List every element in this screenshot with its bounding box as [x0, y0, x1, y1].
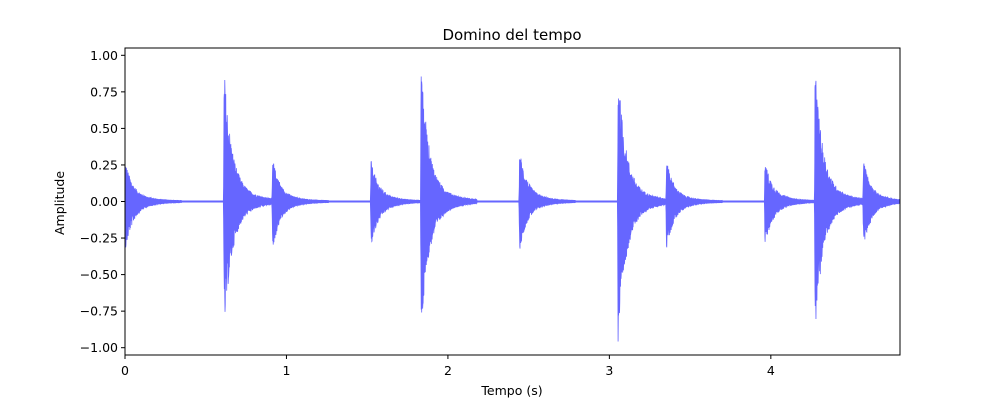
- x-axis: 0 1 2 3 4: [121, 355, 775, 378]
- y-axis: 1.00 0.75 0.50 0.25 0.00 −0.25 −0.50 −0.75 −1.00: [80, 48, 125, 355]
- y-tick-label: −0.50: [80, 267, 118, 282]
- x-tick-label: 4: [767, 363, 775, 378]
- x-tick-label: 3: [605, 363, 613, 378]
- x-tick-label: 2: [444, 363, 452, 378]
- y-tick-label: 0.00: [90, 194, 118, 209]
- y-tick-label: 0.25: [90, 157, 118, 172]
- y-tick-label: 0.75: [90, 84, 118, 99]
- waveform-line: [124, 76, 901, 342]
- plot-area: [124, 76, 901, 342]
- y-tick-label: 0.50: [90, 121, 118, 136]
- y-tick-label: 1.00: [90, 48, 118, 63]
- y-tick-label: −0.25: [80, 231, 118, 246]
- y-axis-label: Amplitude: [52, 171, 67, 235]
- x-axis-label: Tempo (s): [480, 383, 542, 398]
- y-tick-label: −0.75: [80, 304, 118, 319]
- chart-title: Domino del tempo: [442, 26, 581, 44]
- x-tick-label: 1: [282, 363, 290, 378]
- x-tick-label: 0: [121, 363, 129, 378]
- y-tick-label: −1.00: [80, 340, 118, 355]
